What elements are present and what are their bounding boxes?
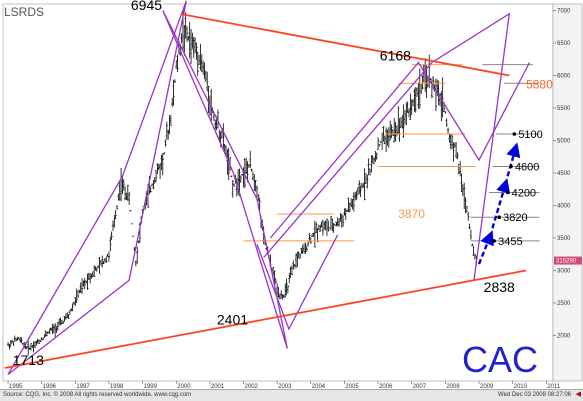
annotation-label: 2401	[217, 311, 248, 327]
y-tick-label: 4000	[557, 204, 571, 210]
x-tick-label: 2002	[245, 384, 259, 389]
y-tick-label: 7000	[557, 9, 571, 15]
channel-line	[162, 10, 288, 349]
copyright-text: Source: CQG, Inc. © 2008 All rights rese…	[3, 392, 192, 398]
channel-line	[263, 12, 511, 282]
annotation-label: 5100	[518, 129, 542, 141]
y-tick-label: 3500	[557, 236, 571, 242]
annotation-label: 6168	[380, 48, 411, 64]
annotation-label: 4200	[512, 188, 536, 200]
projection-arrow	[506, 142, 521, 177]
resistance-trendline	[181, 13, 510, 77]
red-arrow-left-icon[interactable]: ◀	[575, 391, 581, 398]
timestamp-text: Wed Dec 03 2008 08:27:06	[498, 392, 571, 398]
y-tick-label: 5500	[557, 106, 571, 112]
support-trendline	[4, 269, 527, 369]
x-tick-label: 1996	[43, 384, 57, 389]
x-tick-label: 2001	[211, 384, 225, 389]
level-dot	[492, 239, 496, 243]
annotation-label: 2838	[484, 279, 515, 295]
y-tick-label: 6000	[557, 74, 571, 80]
annotation-label: 3820	[503, 212, 527, 224]
channel-line	[7, 0, 187, 376]
channel-line	[256, 234, 339, 331]
level-dot	[505, 190, 510, 195]
x-tick-label: 2000	[177, 384, 191, 389]
projection-arrow	[477, 230, 494, 265]
level-dot	[509, 164, 513, 169]
y-tick-label: 2500	[557, 301, 571, 307]
x-tick-label: 2005	[345, 384, 359, 389]
x-tick-label: 2009	[480, 384, 494, 389]
price-chart: 6945 6168 5880 5100 4600 4200 3870 3820 3455 2838…	[2, 0, 583, 390]
x-tick-label: 2008	[446, 384, 460, 389]
y-tick-label: 5000	[557, 139, 571, 145]
price-axis-panel	[552, 3, 583, 382]
last-price-label: 315290	[556, 259, 577, 265]
annotation-label: 4600	[515, 162, 539, 174]
channel-line	[269, 61, 531, 239]
x-tick-label: 2003	[278, 384, 292, 389]
last-price-tag	[554, 256, 582, 265]
watermark-label: CAC	[462, 339, 538, 380]
level-dot	[497, 215, 501, 219]
y-tick-label: 4500	[557, 171, 571, 177]
y-tick-label: 2000	[557, 334, 571, 340]
symbol-label: LSRDS	[4, 5, 44, 19]
footer-bar: Source: CQG, Inc. © 2008 All rights rese…	[0, 389, 583, 401]
x-tick-label: 2006	[379, 384, 393, 389]
x-tick-label: 1995	[9, 384, 23, 389]
annotation-label: 6945	[131, 0, 162, 13]
annotation-label: 5880	[526, 77, 553, 91]
x-tick-label: 1998	[110, 384, 124, 389]
x-tick-label: 2004	[312, 384, 326, 389]
level-dot	[512, 132, 517, 136]
x-tick-label: 2007	[413, 384, 427, 389]
x-tick-label: 2010	[514, 384, 528, 389]
annotation-label: 3870	[398, 207, 425, 221]
x-tick-label: 2011	[547, 384, 561, 389]
annotation-label: 1713	[13, 352, 44, 368]
x-tick-label: 1997	[76, 384, 90, 389]
y-tick-label: 6500	[557, 41, 571, 47]
y-tick-label: 3000	[557, 269, 571, 275]
annotation-label: 3455	[498, 236, 522, 248]
x-tick-label: 1999	[144, 384, 158, 389]
